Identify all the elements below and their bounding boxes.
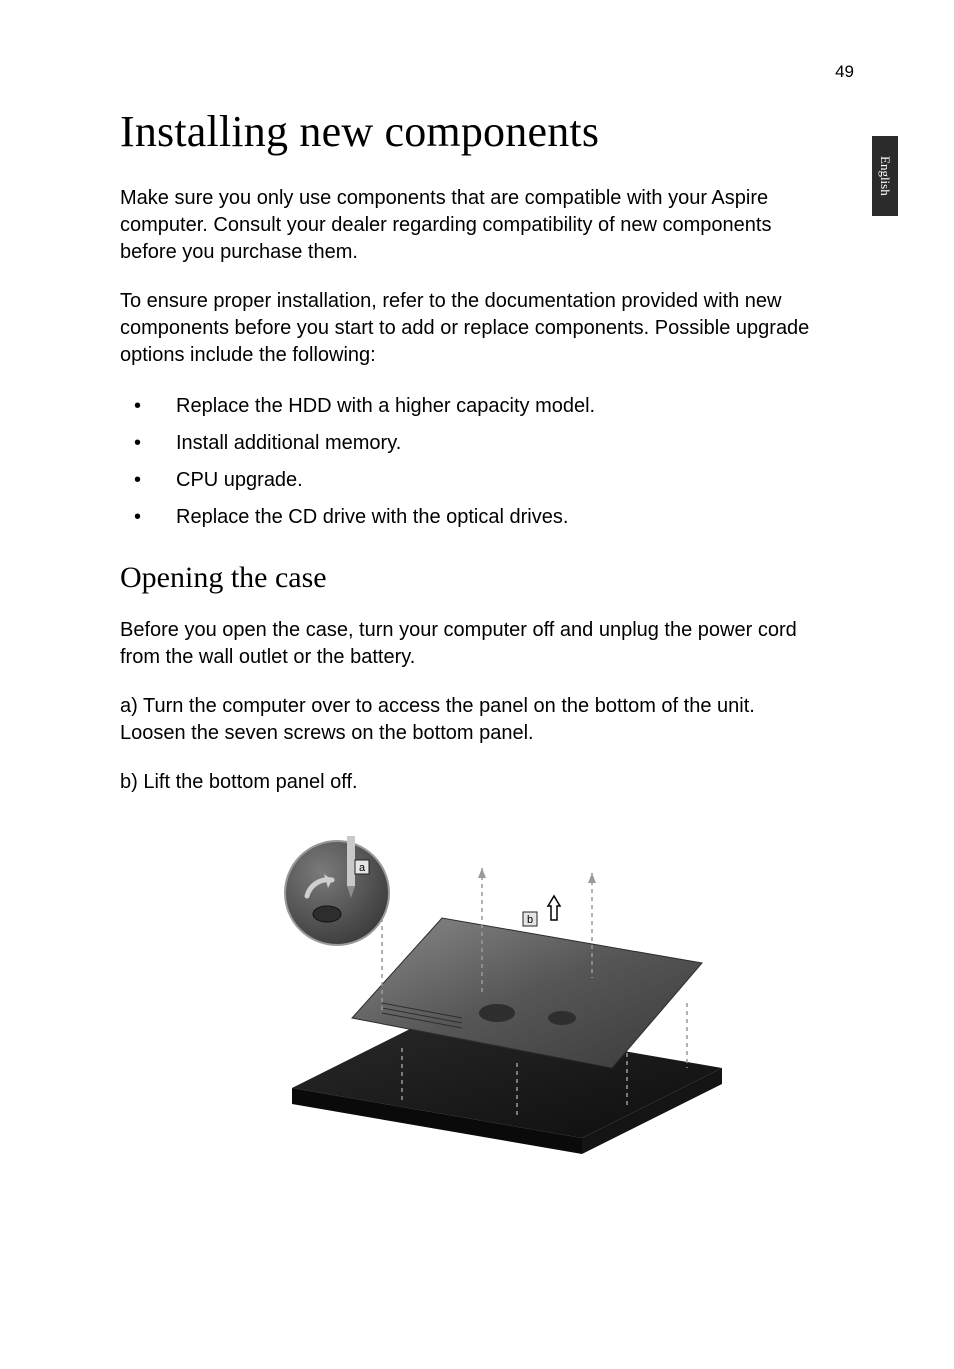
lift-arrow-icon bbox=[548, 896, 560, 920]
panel-vent bbox=[548, 1011, 576, 1025]
language-tab: English bbox=[872, 136, 898, 216]
language-tab-label: English bbox=[877, 156, 893, 196]
paragraph-opening-1: Before you open the case, turn your comp… bbox=[120, 617, 820, 671]
page-title: Installing new components bbox=[120, 106, 864, 157]
panel-vent bbox=[479, 1004, 515, 1022]
arrowhead bbox=[478, 868, 486, 878]
laptop-diagram-svg: a b bbox=[232, 818, 752, 1178]
list-item: CPU upgrade. bbox=[120, 465, 820, 496]
figure-laptop-panel: a b bbox=[120, 818, 864, 1178]
paragraph-intro-1: Make sure you only use components that a… bbox=[120, 185, 820, 266]
screwdriver-shaft bbox=[347, 836, 355, 886]
paragraph-intro-2: To ensure proper installation, refer to … bbox=[120, 288, 820, 369]
section-title-opening-case: Opening the case bbox=[120, 561, 864, 595]
list-item: Install additional memory. bbox=[120, 428, 820, 459]
paragraph-step-a: a) Turn the computer over to access the … bbox=[120, 693, 820, 747]
paragraph-step-b: b) Lift the bottom panel off. bbox=[120, 769, 820, 796]
list-item: Replace the CD drive with the optical dr… bbox=[120, 502, 820, 533]
upgrade-options-list: Replace the HDD with a higher capacity m… bbox=[120, 391, 820, 533]
document-page: 49 English Installing new components Mak… bbox=[0, 0, 954, 1369]
page-number: 49 bbox=[835, 62, 854, 82]
callout-a-label: a bbox=[359, 862, 366, 874]
callout-b-label: b bbox=[527, 914, 533, 926]
screw-head bbox=[313, 906, 341, 922]
detail-circle bbox=[285, 841, 389, 945]
arrowhead bbox=[588, 873, 596, 883]
list-item: Replace the HDD with a higher capacity m… bbox=[120, 391, 820, 422]
